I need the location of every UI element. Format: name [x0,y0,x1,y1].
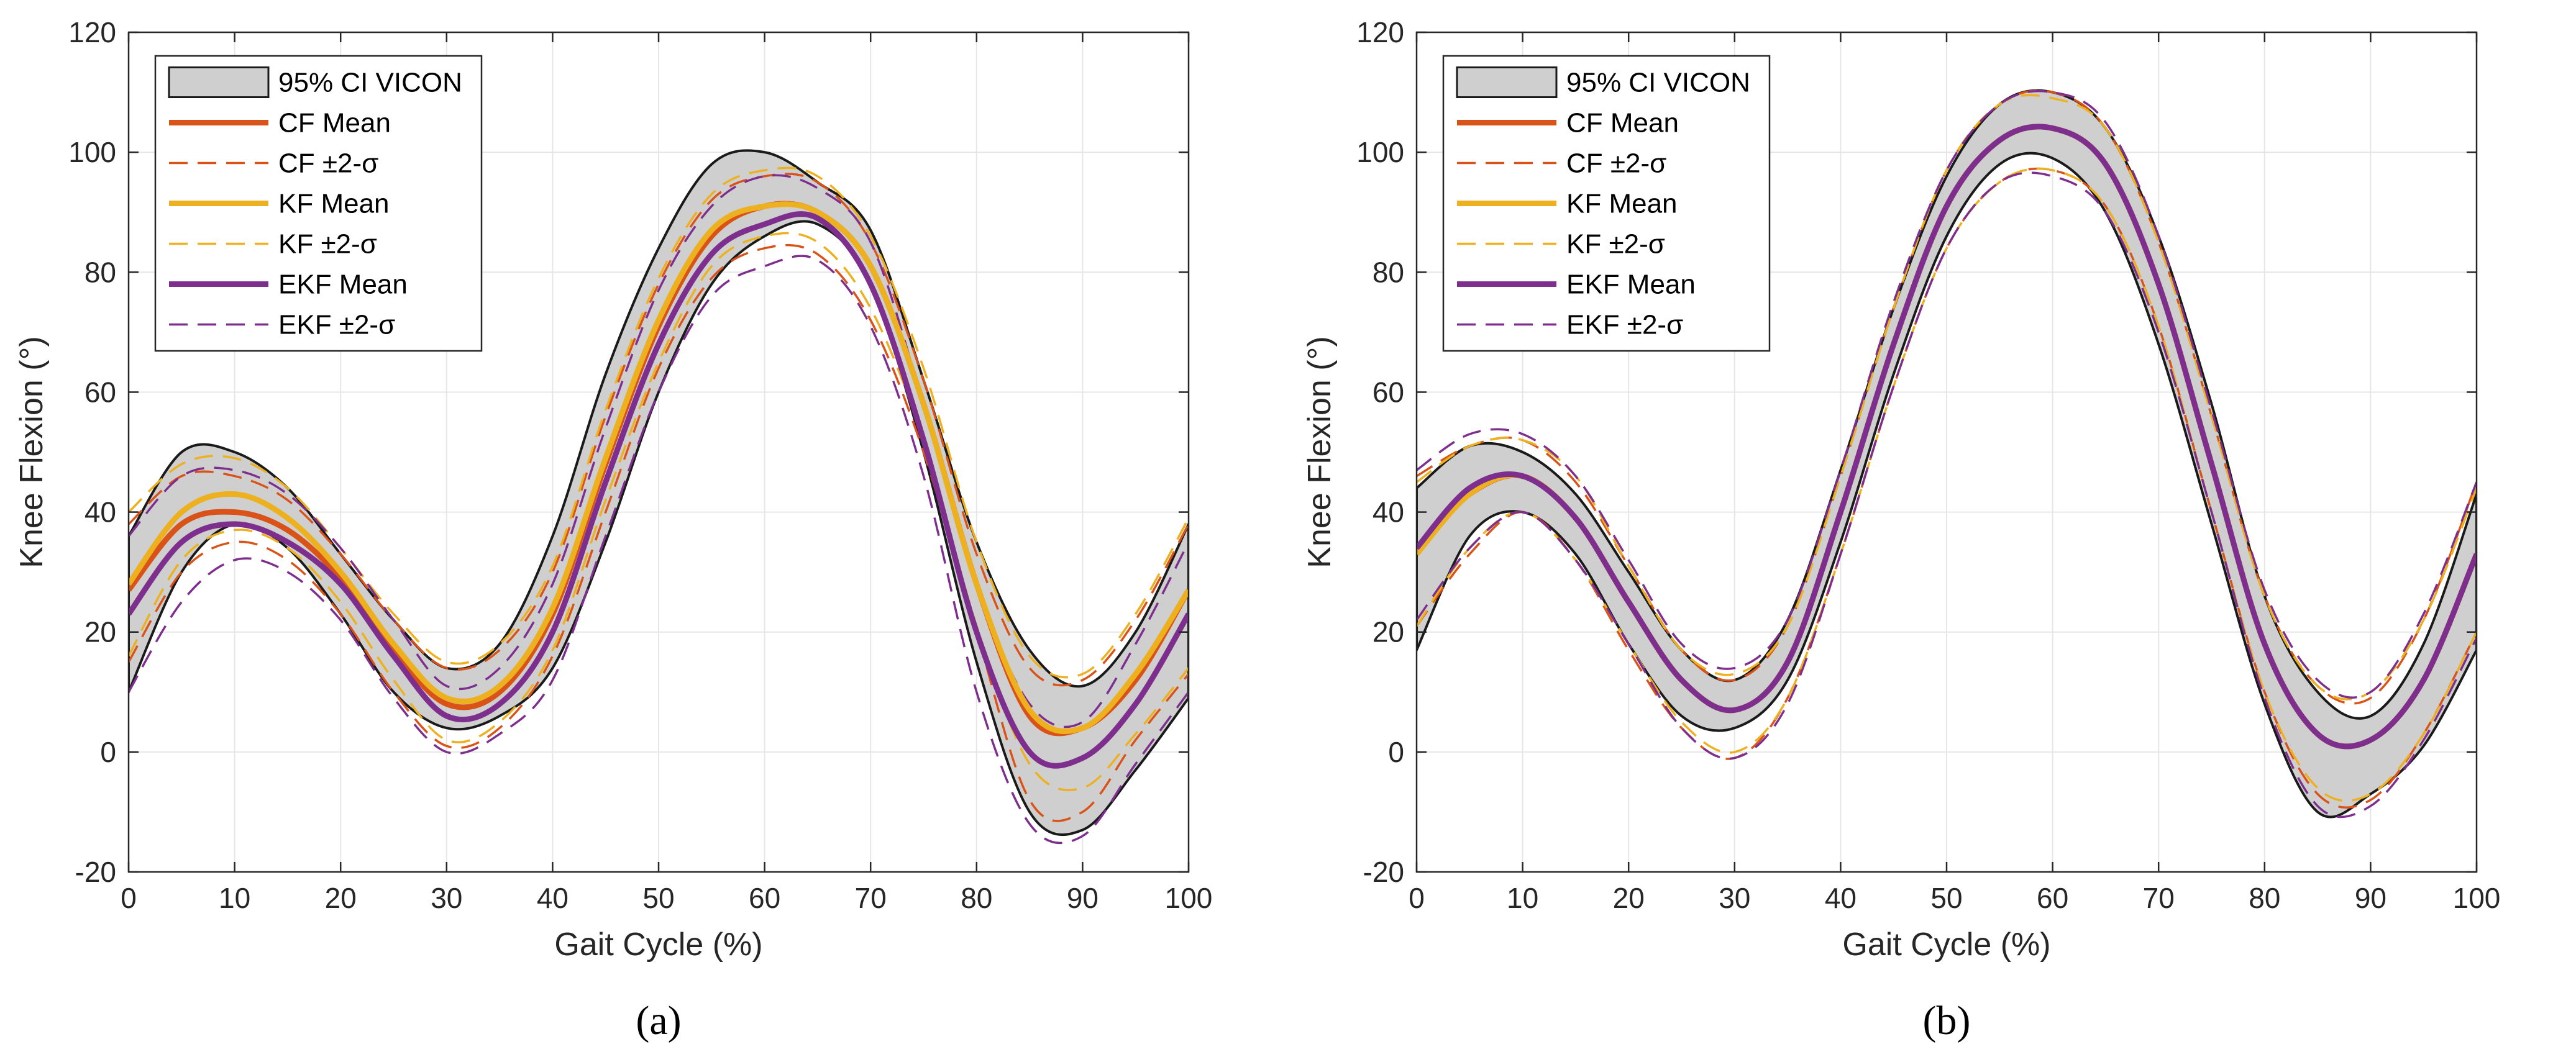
x-tick-label: 100 [2453,882,2501,914]
x-tick-label: 40 [1825,882,1857,914]
legend-patch-ci [1456,66,1558,98]
chart-panel-b: 0 10 20 30 40 50 60 70 80 90 100 -20 0 20 40 60 80 100 120… [1288,0,2576,1057]
y-axis-title: Knee Flexion (°) [14,336,50,568]
legend-label: KF ±2-σ [1566,229,1665,260]
legend-label: CF ±2-σ [278,148,378,179]
x-tick-label: 80 [2249,882,2280,914]
x-tick-label: 50 [1930,882,1962,914]
y-tick-label: 40 [1372,496,1404,528]
legend-label: EKF Mean [278,270,408,300]
series-kf-pm2-sigma-upper [1417,94,2477,701]
panel-label: (a) [636,998,681,1043]
legend-label: KF Mean [1566,189,1678,219]
plot-content [1417,89,2477,819]
legend: 95% CI VICON CF Mean CF ±2-σ KF Mean KF ±2-σ… [1442,55,1771,352]
y-tick-label: 20 [1372,616,1404,648]
legend-patch-ci [168,66,270,98]
y-tick-label: 80 [1372,256,1404,288]
y-tick-label: 120 [68,16,116,48]
legend-label: CF ±2-σ [1566,148,1666,179]
x-tick-label: 10 [219,882,250,914]
legend-label: KF Mean [278,189,390,219]
y-tick-label: 40 [84,496,116,528]
y-tick-label: 0 [100,736,116,768]
series-ekf-mean [1417,124,2477,750]
plot-content [129,149,1189,845]
x-tick-label: 90 [2355,882,2386,914]
x-tick-label: 70 [855,882,887,914]
x-axis-title: Gait Cycle (%) [554,927,762,963]
x-tick-label: 30 [431,882,462,914]
x-tick-label: 60 [2037,882,2068,914]
x-tick-label: 30 [1719,882,1750,914]
panel-label: (b) [1923,998,1971,1043]
legend-label: EKF ±2-σ [278,310,395,340]
chart-panel-a: 0 10 20 30 40 50 60 70 80 90 100 -20 0 20 40 60 80 100 120… [14,16,1212,1043]
x-tick-label: 0 [1409,882,1425,914]
legend-symbol [1456,66,1558,98]
y-tick-label: -20 [1363,856,1404,888]
x-tick-label: 40 [537,882,569,914]
x-tick-label: 0 [121,882,137,914]
legend-symbol [168,66,270,98]
chart-b-svg: 0 10 20 30 40 50 60 70 80 90 100-20020406080100120… [1302,16,2500,1043]
legend-label: KF ±2-σ [278,229,377,260]
legend-label: 95% CI VICON [278,68,462,98]
y-tick-label: 20 [84,616,116,648]
y-tick-label: -20 [75,856,116,888]
series-cf-pm2-sigma-lower [129,243,1189,822]
x-tick-label: 90 [1067,882,1098,914]
legend-label: CF Mean [1566,108,1679,138]
x-axis-title: Gait Cycle (%) [1842,927,2050,963]
x-tick-label: 20 [1613,882,1645,914]
x-tick-label: 100 [1165,882,1213,914]
x-tick-label: 80 [961,882,992,914]
y-tick-label: 0 [1388,736,1404,768]
series-ekf-pm2-sigma-upper [1417,89,2477,699]
legend-label: 95% CI VICON [1566,68,1750,98]
x-tick-label: 20 [325,882,357,914]
legend-label: EKF ±2-σ [1566,310,1683,340]
y-tick-label: 60 [1372,376,1404,408]
series-ekf-mean [129,211,1189,769]
legend: 95% CI VICON CF Mean CF ±2-σ KF Mean KF ±2-σ… [154,55,483,352]
series-kf-mean [129,201,1189,735]
x-tick-label: 50 [642,882,674,914]
y-tick-label: 100 [68,136,116,168]
x-tick-label: 70 [2143,882,2175,914]
y-tick-label: 120 [1356,16,1404,48]
ci-band-vicon [129,149,1189,837]
series-ekf-pm2-sigma-lower [129,255,1189,845]
y-tick-label: 60 [84,376,116,408]
y-tick-label: 100 [1356,136,1404,168]
y-axis-title: Knee Flexion (°) [1302,336,1338,568]
legend-label: CF Mean [278,108,391,138]
x-tick-label: 10 [1507,882,1538,914]
series-ekf-pm2-sigma-lower [1417,171,2477,819]
y-tick-label: 80 [84,256,116,288]
chart-a-svg: 0 10 20 30 40 50 60 70 80 90 100-20020406080100120… [14,16,1212,1043]
x-tick-label: 60 [749,882,780,914]
legend-label: EKF Mean [1566,270,1696,300]
series-cf-pm2-sigma-lower [1417,167,2477,809]
